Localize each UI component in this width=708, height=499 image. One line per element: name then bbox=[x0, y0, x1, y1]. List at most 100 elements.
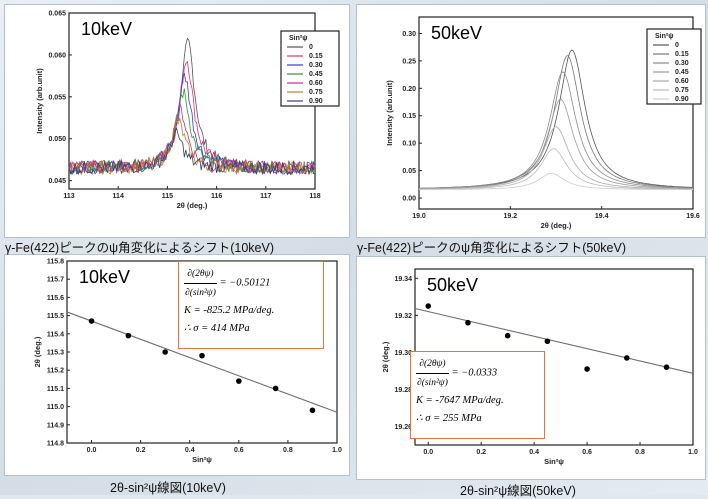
energy-label: 10keV bbox=[81, 19, 132, 39]
series-line bbox=[68, 60, 316, 176]
formula-sigma: ∴ σ = 255 MPa bbox=[416, 413, 482, 424]
plot-frame bbox=[418, 16, 694, 210]
y-axis-label: 2θ (deg.) bbox=[33, 336, 42, 367]
x-tick-label: 1.0 bbox=[332, 447, 342, 454]
x-tick-label: 117 bbox=[260, 193, 271, 200]
x-tick-label: 19.6 bbox=[686, 213, 700, 220]
data-point bbox=[125, 332, 132, 339]
x-tick-label: 113 bbox=[63, 193, 74, 200]
formula-numerator: ∂(2θψ) bbox=[416, 355, 449, 374]
y-tick-label: 0.060 bbox=[48, 52, 66, 59]
y-tick-label: 0.00 bbox=[402, 196, 416, 203]
y-tick-label: 115.0 bbox=[47, 404, 64, 411]
y-tick-label: 114.8 bbox=[47, 441, 64, 448]
y-axis-label: Intensity (arb.unit) bbox=[385, 80, 394, 146]
chart-panel-sin2psi-50kev: 0.0 0.2 0.4 0.6 0.8 1.0 19.26 19.28 19.30 19.32 19… bbox=[356, 256, 706, 480]
data-point bbox=[272, 385, 279, 392]
series-line bbox=[418, 71, 693, 189]
chart-panel-peak-50kev: 19.0 19.2 19.4 19.6 0.00 0.05 0.10 0.15 0.20 0.25… bbox=[356, 4, 706, 238]
y-tick-label: 0.10 bbox=[402, 141, 416, 148]
legend-label: 0.45 bbox=[309, 71, 323, 78]
series-line bbox=[418, 98, 693, 190]
legend-label: 0.30 bbox=[675, 60, 689, 67]
y-tick-label: 115.5 bbox=[47, 313, 64, 320]
x-tick-label: 1.0 bbox=[688, 449, 698, 456]
y-tick-label: 115.2 bbox=[47, 368, 64, 375]
legend-label: 0.15 bbox=[675, 51, 689, 58]
data-point bbox=[309, 407, 316, 414]
legend-label: 0.75 bbox=[675, 87, 689, 94]
data-point bbox=[465, 319, 471, 326]
formula-k: K = -7647 MPa/deg. bbox=[416, 395, 504, 406]
data-point bbox=[425, 303, 432, 309]
series-line bbox=[68, 88, 316, 176]
x-tick-label: 0.4 bbox=[185, 447, 195, 454]
x-tick-label: 0.0 bbox=[423, 449, 433, 456]
y-tick-label: 115.7 bbox=[47, 277, 64, 284]
y-tick-label: 19.34 bbox=[394, 276, 412, 283]
y-tick-label: 19.32 bbox=[394, 313, 412, 320]
y-tick-label: 0.065 bbox=[48, 11, 66, 18]
series-line bbox=[68, 127, 316, 176]
data-point bbox=[504, 332, 511, 339]
x-tick-label: 0.2 bbox=[476, 449, 486, 456]
x-tick-label: 114 bbox=[113, 193, 124, 200]
data-point bbox=[199, 352, 205, 359]
formula-numerator: ∂(2θψ) bbox=[184, 265, 217, 284]
legend-label: 0 bbox=[675, 42, 679, 49]
legend-label: 0 bbox=[309, 44, 313, 51]
energy-label: 10keV bbox=[79, 267, 130, 287]
series-line bbox=[418, 126, 694, 190]
legend-title: Sin²ψ bbox=[289, 35, 308, 42]
caption-peak-10kev: γ-Fe(422)ピークのψ角変化によるシフト(10keV) bbox=[5, 241, 274, 255]
legend-label: 0.60 bbox=[309, 80, 323, 87]
x-tick-label: 115 bbox=[162, 193, 173, 200]
x-tick-label: 19.0 bbox=[412, 213, 426, 220]
legend-box bbox=[646, 28, 702, 105]
x-tick-label: 0.8 bbox=[635, 449, 645, 456]
y-tick-label: 115.4 bbox=[47, 331, 64, 338]
x-tick-label: 0.2 bbox=[136, 447, 146, 454]
y-tick-label: 115.8 bbox=[47, 259, 64, 266]
legend-box bbox=[280, 30, 340, 107]
y-tick-label: 0.05 bbox=[402, 168, 416, 175]
y-axis-label: Intensity (arb.unit) bbox=[35, 68, 44, 134]
y-tick-label: 19.26 bbox=[394, 424, 412, 431]
legend-label: 0.90 bbox=[309, 98, 323, 105]
chart-panel-peak-10kev: 113 114 115 116 117 118 0.045 0.050 0.055 0.060 0.… bbox=[4, 4, 350, 238]
series-line bbox=[419, 148, 693, 190]
x-tick-label: 19.2 bbox=[504, 213, 518, 220]
x-axis-label: 2θ (deg.) bbox=[177, 201, 208, 210]
y-tick-label: 115.3 bbox=[47, 350, 64, 357]
data-point bbox=[624, 355, 630, 361]
formula-box-50kev: ∂(2θψ) ∂(sin²ψ) = −0.0333 K = -7647 MPa/d… bbox=[410, 351, 545, 439]
y-tick-label: 0.25 bbox=[402, 58, 416, 65]
y-tick-label: 19.28 bbox=[394, 387, 412, 394]
y-tick-label: 19.30 bbox=[394, 350, 412, 357]
formula-sigma: ∴ σ = 414 MPa bbox=[184, 323, 250, 334]
legend-title: Sin²ψ bbox=[655, 33, 674, 40]
x-tick-label: 118 bbox=[309, 193, 320, 200]
y-tick-label: 0.20 bbox=[402, 86, 416, 93]
legend-label: 0.30 bbox=[309, 62, 323, 69]
x-tick-label: 0.4 bbox=[529, 449, 539, 456]
series-line bbox=[69, 116, 316, 176]
energy-label: 50keV bbox=[431, 23, 482, 43]
data-point bbox=[162, 349, 168, 355]
x-tick-label: 0.8 bbox=[283, 447, 293, 454]
legend-label: 0.60 bbox=[675, 78, 689, 85]
data-point bbox=[584, 366, 590, 372]
x-axis-label: Sin²ψ bbox=[192, 455, 212, 464]
data-point bbox=[663, 364, 670, 370]
series-line bbox=[68, 102, 316, 175]
formula-box-10kev: ∂(2θψ) ∂(sin²ψ) = −0.50121 K = -825.2 MPa… bbox=[178, 261, 324, 349]
energy-label: 50keV bbox=[427, 275, 478, 295]
fit-line bbox=[66, 311, 338, 413]
y-tick-label: 0.055 bbox=[48, 94, 66, 101]
caption-peak-50kev: γ-Fe(422)ピークのψ角変化によるシフト(50keV) bbox=[357, 241, 626, 255]
series-line bbox=[68, 72, 316, 176]
data-point bbox=[236, 378, 242, 384]
y-tick-label: 115.6 bbox=[47, 295, 64, 302]
fit-line bbox=[414, 307, 694, 374]
legend-label: 0.90 bbox=[675, 96, 689, 103]
